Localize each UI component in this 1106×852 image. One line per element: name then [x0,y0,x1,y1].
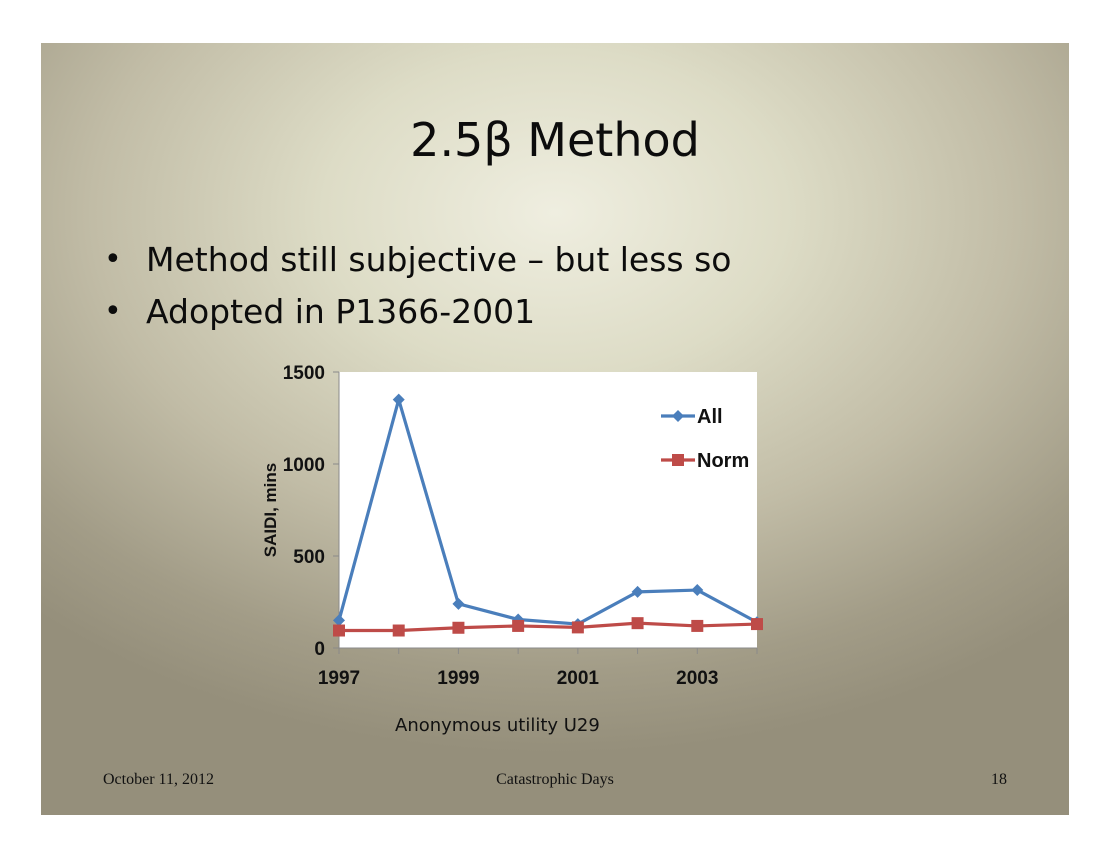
x-tick-label: 1997 [318,668,360,689]
bullet-dot-icon: • [104,241,122,277]
bullet-item: • Adopted in P1366-2001 [104,285,732,337]
bullet-text: Adopted in P1366-2001 [146,291,536,331]
bullet-dot-icon: • [104,293,122,329]
data-point-all [333,614,345,627]
slide-title: 2.5β Method [410,113,700,167]
y-tick-label: 1000 [283,455,325,476]
data-point-norm [672,454,684,466]
data-point-all [392,393,405,406]
data-point-norm [392,624,405,637]
series-line-all [337,397,758,626]
chart-caption: Anonymous utility U29 [395,715,600,736]
chart-axes: 0 500 1000 1500 1997 1999 2001 2003 [283,363,758,689]
data-point-all [452,597,465,610]
plot-area [339,372,757,648]
legend-label-norm: Norm [697,450,749,472]
chart-series [333,393,763,637]
x-tick-label: 2001 [557,668,600,689]
data-point-norm [751,618,763,631]
data-point-all [691,584,704,597]
data-point-norm [333,624,345,637]
footer-title: Catastrophic Days [496,771,614,788]
y-axis-label: SAIDI, mins [261,463,280,557]
series-line-norm [339,621,758,633]
footer-date: October 11, 2012 [103,771,214,788]
footer-page-number: 18 [991,771,1007,788]
bullet-text: Method still subjective – but less so [146,239,732,279]
bullet-item: • Method still subjective – but less so [104,233,732,285]
data-point-norm [691,619,704,632]
chart-legend: All Norm [661,406,749,472]
data-point-norm [512,619,525,632]
data-point-all [672,410,684,422]
data-point-norm [571,621,584,634]
data-point-norm [631,617,644,630]
x-tick-label: 1999 [437,668,479,689]
saidi-line-chart: 0 500 1000 1500 1997 1999 2001 2003 All Norm SAI… [261,363,763,689]
data-point-all [631,585,644,598]
data-point-norm [452,621,465,634]
bullet-list: • Method still subjective – but less so •… [104,233,732,337]
y-tick-label: 1500 [283,363,325,384]
y-tick-label: 500 [293,547,325,568]
x-tick-label: 2003 [676,668,718,689]
slide: 2.5β Method • Method still subjective – b… [41,43,1069,815]
legend-label-all: All [697,406,723,428]
y-tick-label: 0 [314,639,325,660]
